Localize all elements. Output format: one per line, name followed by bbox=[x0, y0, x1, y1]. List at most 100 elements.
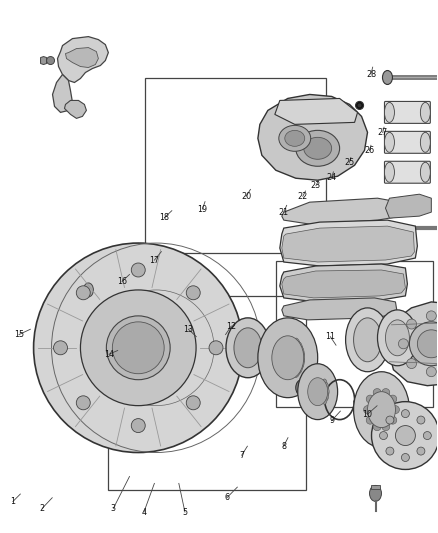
Ellipse shape bbox=[294, 364, 301, 377]
Text: 24: 24 bbox=[327, 173, 337, 182]
Ellipse shape bbox=[346, 308, 389, 372]
Text: 7: 7 bbox=[239, 451, 244, 460]
Circle shape bbox=[426, 367, 436, 377]
Circle shape bbox=[373, 389, 381, 397]
Ellipse shape bbox=[385, 132, 395, 152]
Circle shape bbox=[131, 263, 145, 277]
Ellipse shape bbox=[420, 132, 430, 152]
FancyBboxPatch shape bbox=[385, 131, 430, 154]
Ellipse shape bbox=[385, 222, 393, 234]
Polygon shape bbox=[282, 198, 401, 224]
Polygon shape bbox=[41, 56, 46, 64]
Ellipse shape bbox=[410, 322, 438, 366]
Ellipse shape bbox=[370, 486, 381, 502]
Ellipse shape bbox=[234, 328, 262, 368]
Circle shape bbox=[209, 341, 223, 355]
Polygon shape bbox=[353, 395, 371, 408]
FancyBboxPatch shape bbox=[385, 161, 430, 183]
Text: 14: 14 bbox=[104, 350, 114, 359]
Text: 27: 27 bbox=[378, 128, 388, 137]
Ellipse shape bbox=[297, 360, 303, 374]
Circle shape bbox=[382, 389, 390, 397]
Circle shape bbox=[396, 425, 415, 446]
Ellipse shape bbox=[382, 70, 392, 84]
Text: 9: 9 bbox=[329, 416, 334, 425]
Ellipse shape bbox=[324, 391, 328, 401]
Ellipse shape bbox=[364, 224, 371, 232]
Text: 18: 18 bbox=[159, 213, 170, 222]
Polygon shape bbox=[258, 94, 367, 180]
Ellipse shape bbox=[353, 318, 381, 362]
Circle shape bbox=[76, 396, 90, 410]
Ellipse shape bbox=[367, 392, 396, 427]
Circle shape bbox=[399, 339, 408, 349]
Polygon shape bbox=[280, 220, 417, 266]
Ellipse shape bbox=[46, 56, 54, 64]
Text: 28: 28 bbox=[366, 70, 376, 78]
Text: 26: 26 bbox=[364, 146, 374, 155]
Text: 19: 19 bbox=[198, 205, 208, 214]
Ellipse shape bbox=[258, 318, 318, 398]
Circle shape bbox=[389, 395, 397, 403]
Ellipse shape bbox=[353, 224, 361, 232]
Polygon shape bbox=[66, 47, 99, 68]
Circle shape bbox=[357, 103, 361, 108]
Text: 23: 23 bbox=[311, 181, 321, 190]
Circle shape bbox=[417, 416, 425, 424]
Text: 5: 5 bbox=[182, 507, 187, 516]
FancyBboxPatch shape bbox=[385, 101, 430, 123]
Text: 16: 16 bbox=[117, 277, 127, 286]
Text: 22: 22 bbox=[298, 192, 308, 201]
Ellipse shape bbox=[285, 131, 305, 147]
Polygon shape bbox=[57, 37, 108, 83]
Circle shape bbox=[386, 416, 394, 424]
Polygon shape bbox=[282, 298, 397, 320]
Ellipse shape bbox=[417, 330, 438, 358]
Circle shape bbox=[406, 359, 417, 368]
Ellipse shape bbox=[272, 336, 304, 379]
Circle shape bbox=[76, 286, 90, 300]
Ellipse shape bbox=[296, 379, 308, 395]
Circle shape bbox=[106, 316, 170, 379]
Circle shape bbox=[424, 432, 431, 440]
Circle shape bbox=[186, 396, 200, 410]
Ellipse shape bbox=[420, 162, 430, 182]
Circle shape bbox=[401, 410, 410, 417]
Text: 25: 25 bbox=[344, 158, 354, 167]
Ellipse shape bbox=[83, 283, 93, 297]
Text: 8: 8 bbox=[281, 442, 286, 451]
Ellipse shape bbox=[322, 394, 327, 405]
Polygon shape bbox=[275, 99, 357, 124]
Ellipse shape bbox=[322, 379, 327, 389]
Circle shape bbox=[373, 423, 381, 431]
Bar bbox=[108, 296, 306, 490]
Circle shape bbox=[366, 416, 374, 424]
Ellipse shape bbox=[298, 346, 304, 360]
Ellipse shape bbox=[298, 356, 304, 369]
Circle shape bbox=[34, 243, 243, 453]
Circle shape bbox=[426, 311, 436, 321]
Ellipse shape bbox=[296, 131, 339, 166]
Text: 20: 20 bbox=[241, 192, 251, 201]
Text: 17: 17 bbox=[149, 256, 159, 264]
Ellipse shape bbox=[385, 102, 395, 123]
Polygon shape bbox=[282, 226, 414, 262]
Polygon shape bbox=[282, 270, 406, 298]
Circle shape bbox=[53, 341, 67, 355]
Ellipse shape bbox=[304, 138, 332, 159]
Ellipse shape bbox=[385, 320, 410, 356]
Circle shape bbox=[379, 432, 388, 440]
Text: 1: 1 bbox=[11, 497, 15, 506]
Text: 15: 15 bbox=[14, 330, 24, 339]
Bar bbox=[145, 78, 326, 253]
Text: 21: 21 bbox=[279, 208, 289, 217]
Polygon shape bbox=[389, 302, 438, 386]
Polygon shape bbox=[280, 264, 407, 302]
Ellipse shape bbox=[308, 378, 328, 406]
Polygon shape bbox=[385, 194, 431, 218]
Polygon shape bbox=[64, 100, 86, 118]
Text: 13: 13 bbox=[184, 325, 194, 334]
Circle shape bbox=[417, 447, 425, 455]
FancyBboxPatch shape bbox=[346, 219, 377, 237]
Circle shape bbox=[81, 290, 196, 406]
